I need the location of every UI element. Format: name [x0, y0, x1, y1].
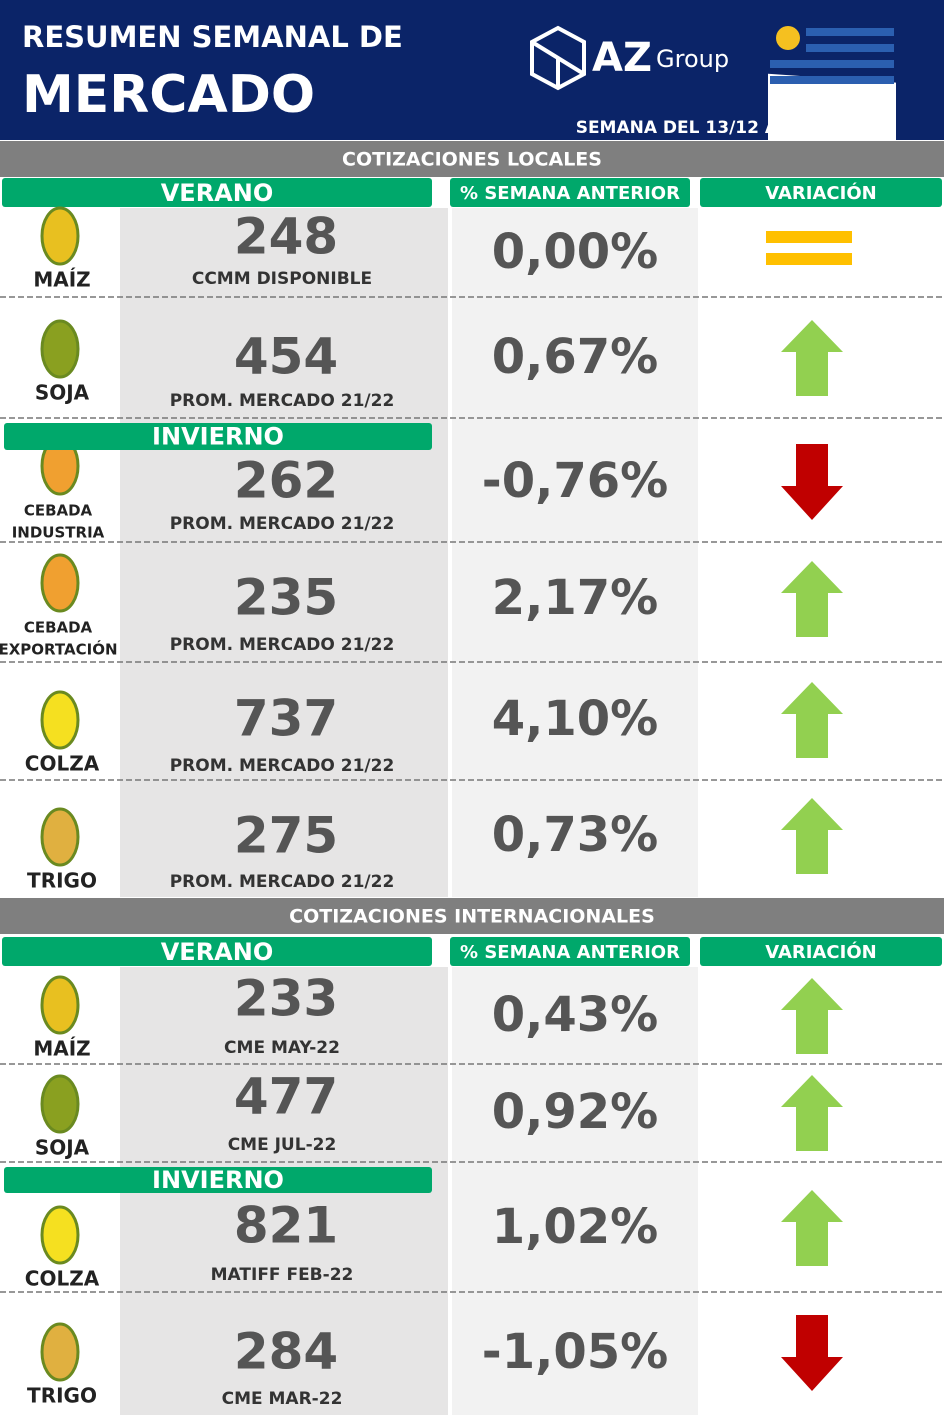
weekly-change: 0,00% — [492, 224, 659, 280]
crop-name: MAÍZ — [33, 268, 90, 292]
weekly-change: 1,02% — [492, 1199, 659, 1255]
crop-icon — [40, 319, 80, 379]
equal-bar — [766, 253, 852, 265]
price-source: PROM. MERCADO 21/22 — [170, 391, 395, 411]
section-band — [0, 141, 944, 177]
change-panel — [452, 967, 698, 1415]
logo-mark — [530, 25, 586, 91]
arrow-up — [781, 320, 843, 396]
section-band — [0, 898, 944, 934]
price-source: MATIFF FEB-22 — [211, 1265, 354, 1285]
crop-name: EXPORTACIÓN — [0, 640, 118, 659]
crop-name: COLZA — [25, 752, 100, 776]
price-source: PROM. MERCADO 21/22 — [170, 872, 395, 892]
arrow-down — [781, 444, 843, 520]
arrow-up — [781, 561, 843, 637]
weekly-change: 0,43% — [492, 987, 659, 1043]
price: 284 — [234, 1323, 338, 1381]
equal-bar — [766, 231, 852, 243]
price-source: CME JUL-22 — [228, 1135, 337, 1155]
arrow-up — [781, 978, 843, 1054]
crop-icon — [40, 1074, 80, 1134]
arrow-up — [781, 798, 843, 874]
crop-name: TRIGO — [27, 1384, 97, 1408]
price: 821 — [234, 1197, 338, 1255]
crop-name: MAÍZ — [33, 1037, 90, 1061]
crop-name: CEBADA — [24, 502, 93, 520]
price: 477 — [234, 1068, 338, 1126]
weekly-change: 0,92% — [492, 1084, 659, 1140]
section-title: COTIZACIONES LOCALES — [342, 149, 602, 171]
price-source: PROM. MERCADO 21/22 — [170, 756, 395, 776]
crop-name: TRIGO — [27, 869, 97, 893]
column-header-box — [2, 937, 432, 966]
crop-icon — [40, 1322, 80, 1382]
column-header-box — [700, 937, 942, 966]
price-panel — [120, 208, 448, 897]
column-header-box — [450, 178, 690, 207]
arrow-up — [781, 1075, 843, 1151]
crop-name: INDUSTRIA — [12, 524, 105, 542]
price: 235 — [234, 569, 338, 627]
price-source: PROM. MERCADO 21/22 — [170, 635, 395, 655]
price-source: CCMM DISPONIBLE — [192, 269, 372, 289]
subheader: INVIERNO — [152, 1166, 284, 1194]
column-header-box — [2, 178, 432, 207]
price-source: PROM. MERCADO 21/22 — [170, 514, 395, 534]
crop-name: COLZA — [25, 1267, 100, 1291]
crop-icon — [40, 690, 80, 750]
weekly-change: -0,76% — [482, 453, 668, 509]
price: 737 — [234, 690, 338, 748]
logo-sub: Group — [656, 45, 729, 73]
week: SEMANA DEL 13/12 AL 17/12 — [576, 118, 849, 138]
column-header: VARIACIÓN — [765, 941, 876, 963]
crop-icon — [40, 975, 80, 1035]
price: 248 — [234, 208, 338, 266]
weekly-change: -1,05% — [482, 1324, 668, 1380]
flag — [768, 26, 896, 155]
crop-name: SOJA — [35, 1136, 90, 1160]
price: 275 — [234, 807, 338, 865]
price-source: CME MAY-22 — [224, 1038, 340, 1058]
column-header-box — [450, 937, 690, 966]
crop-name: CEBADA — [24, 619, 93, 637]
change-panel — [452, 208, 698, 897]
arrow-up — [781, 1190, 843, 1266]
column-header: VERANO — [161, 179, 274, 207]
weekly-change: 0,73% — [492, 807, 659, 863]
section-title: COTIZACIONES INTERNACIONALES — [289, 906, 655, 928]
logo: AZ — [592, 35, 652, 81]
crop-name: SOJA — [35, 381, 90, 405]
crop-icon — [40, 1205, 80, 1265]
price-source: CME MAR-22 — [222, 1389, 343, 1409]
column-header-box — [700, 178, 942, 207]
title-line1: RESUMEN SEMANAL DE — [22, 20, 403, 54]
subheader-box — [4, 1167, 432, 1193]
subheader: INVIERNO — [152, 423, 284, 451]
weekly-change: 2,17% — [492, 570, 659, 626]
arrow-up — [781, 682, 843, 758]
title-line2: MERCADO — [22, 65, 315, 125]
crop-icon — [40, 807, 80, 867]
column-header: % SEMANA ANTERIOR — [460, 942, 680, 963]
price: 233 — [234, 970, 338, 1028]
crop-icon — [40, 206, 80, 266]
weekly-change: 0,67% — [492, 329, 659, 385]
crop-icon — [40, 553, 80, 613]
column-header: % SEMANA ANTERIOR — [460, 183, 680, 204]
weekly-change: 4,10% — [492, 691, 659, 747]
column-header: VERANO — [161, 938, 274, 966]
subheader-box — [4, 423, 432, 450]
column-header: VARIACIÓN — [765, 182, 876, 204]
arrow-down — [781, 1315, 843, 1391]
price: 262 — [234, 452, 338, 510]
price: 454 — [234, 328, 338, 386]
